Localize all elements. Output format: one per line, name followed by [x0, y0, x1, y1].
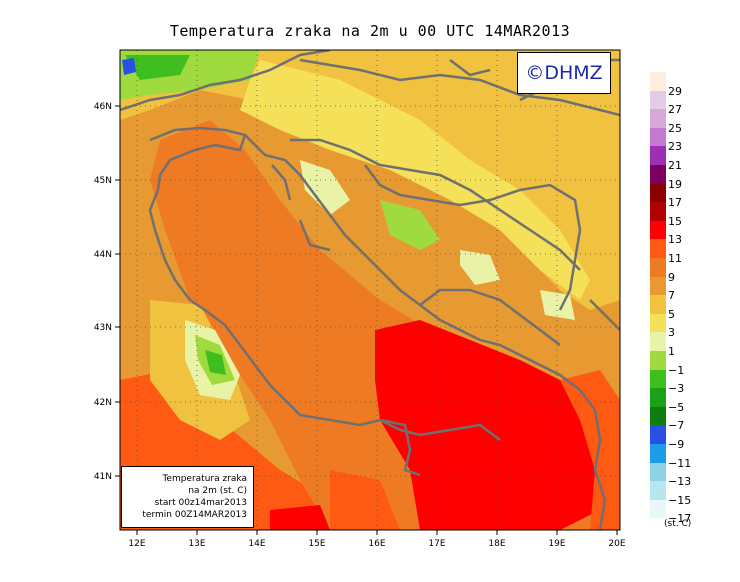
lon-label: 17E [428, 539, 445, 549]
lat-label: 44N [94, 250, 112, 260]
lat-label: 45N [94, 176, 112, 186]
grid-lines [120, 50, 620, 530]
lon-label: 15E [308, 539, 325, 549]
longitude-labels: 12E 13E 14E 15E 16E 17E 18E 19E 20E [128, 539, 625, 549]
lon-label: 16E [368, 539, 385, 549]
info-line: Temperatura zraka [162, 474, 247, 484]
lat-label: 41N [94, 472, 112, 482]
legend-units: (st. C) [664, 519, 692, 529]
lat-label: 43N [94, 323, 112, 333]
lon-label: 14E [248, 539, 265, 549]
info-line: termin 00Z14MAR2013 [142, 510, 247, 520]
info-line: start 00z14mar2013 [154, 498, 247, 508]
lon-label: 18E [488, 539, 505, 549]
plot-frame [119, 49, 621, 531]
info-line: na 2m (st. C) [188, 486, 247, 496]
copyright-label: ©DHMZ [517, 52, 611, 94]
latitude-labels: 41N 42N 43N 44N 45N 46N [94, 102, 112, 482]
lat-label: 46N [94, 102, 112, 112]
temperature-field [120, 50, 620, 530]
map-title: Temperatura zraka na 2m u 00 UTC 14MAR20… [169, 22, 571, 40]
lon-label: 20E [608, 539, 625, 549]
lon-label: 13E [188, 539, 205, 549]
info-box: Temperatura zraka na 2m (st. C) start 00… [121, 466, 254, 528]
lon-label: 19E [548, 539, 565, 549]
lat-label: 42N [94, 398, 112, 408]
lon-label: 12E [128, 539, 145, 549]
